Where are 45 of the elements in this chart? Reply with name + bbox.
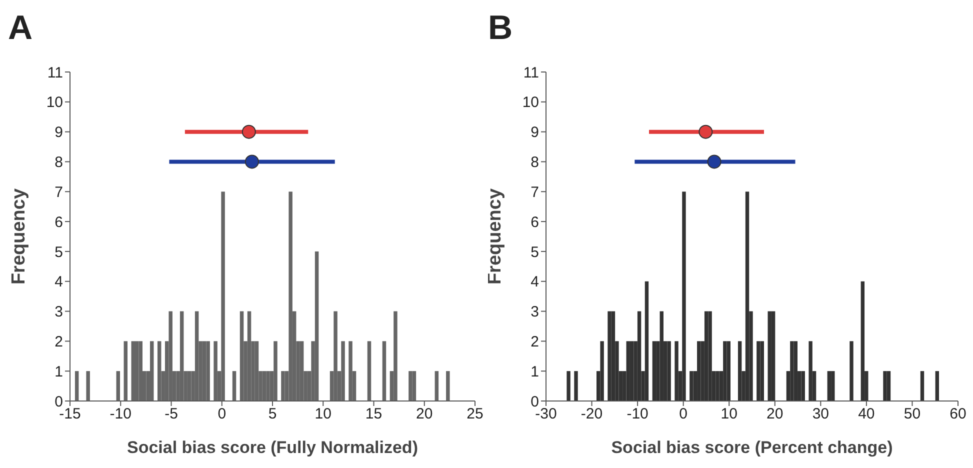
y-tick-label: 4 <box>54 274 63 291</box>
x-tick-label: 40 <box>858 406 875 423</box>
y-tick-label: 8 <box>54 154 63 172</box>
y-axis-title: Frequency <box>8 188 30 285</box>
x-tick-label: -20 <box>580 406 603 423</box>
y-tick-label: 6 <box>54 214 63 231</box>
x-tick-label: 0 <box>679 406 688 423</box>
x-tick-label: -10 <box>626 406 648 423</box>
x-tick-label: -5 <box>164 406 178 423</box>
y-tick-label: 10 <box>522 94 539 112</box>
x-tick-label: -10 <box>110 406 132 423</box>
y-tick-label: 7 <box>530 184 539 201</box>
y-tick-label: 6 <box>530 214 539 231</box>
x-tick-label: 60 <box>950 406 966 423</box>
y-tick-label: 11 <box>47 64 63 82</box>
x-tick-label: 5 <box>268 406 277 423</box>
x-axis-title: Social bias score (Percent change) <box>611 438 893 457</box>
y-tick-label: 10 <box>46 94 63 112</box>
y-tick-label: 1 <box>54 363 63 380</box>
x-tick-label: 30 <box>812 406 830 423</box>
y-tick-label: 4 <box>530 274 539 291</box>
y-tick-label: 9 <box>54 124 63 142</box>
y-tick-label: 11 <box>523 64 539 82</box>
y-axis-title: Frequency <box>484 188 506 285</box>
x-tick-label: 20 <box>766 406 784 423</box>
y-tick-label: 2 <box>530 334 539 351</box>
x-tick-label: 0 <box>218 406 226 423</box>
y-tick-label: 3 <box>54 304 63 321</box>
chart-title: A <box>8 8 33 48</box>
x-tick-label: 10 <box>314 406 332 423</box>
y-tick-label: 5 <box>530 244 539 261</box>
x-tick-label: 15 <box>365 406 382 423</box>
x-tick-label: 25 <box>466 406 484 423</box>
x-tick-label: 20 <box>416 406 433 423</box>
x-tick-label: 50 <box>904 406 921 423</box>
y-tick-label: 9 <box>530 124 539 142</box>
x-tick-label: 10 <box>720 406 738 423</box>
y-tick-label: 7 <box>54 184 63 201</box>
x-axis-title: Social bias score (Fully Normalized) <box>127 438 418 457</box>
y-tick-label: 8 <box>530 154 539 172</box>
y-tick-label: 3 <box>530 304 539 321</box>
chart-title: B <box>488 8 513 48</box>
y-tick-label: 5 <box>54 244 63 261</box>
y-tick-label: 2 <box>54 334 63 351</box>
y-tick-label: 1 <box>530 363 539 380</box>
